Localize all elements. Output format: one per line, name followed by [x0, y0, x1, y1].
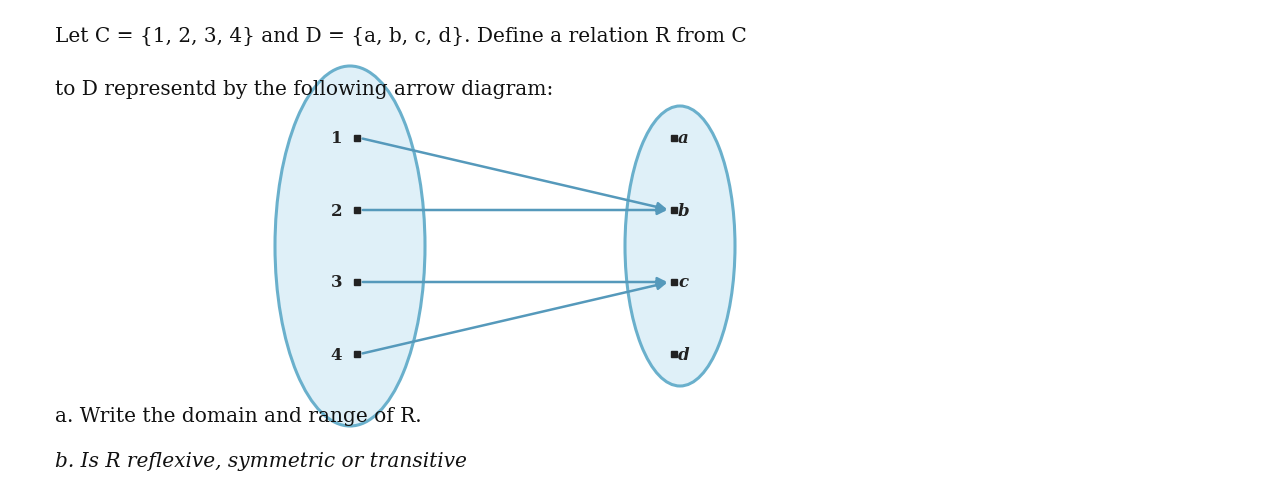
Text: 2: 2: [331, 202, 343, 219]
Text: to D representd by the following arrow diagram:: to D representd by the following arrow d…: [55, 80, 553, 99]
Text: a. Write the domain and range of R.: a. Write the domain and range of R.: [55, 406, 422, 425]
Text: b: b: [679, 202, 690, 219]
Text: 4: 4: [331, 346, 343, 363]
Text: c: c: [679, 274, 688, 291]
Ellipse shape: [625, 107, 735, 386]
Text: Let C = {1, 2, 3, 4} and D = {a, b, c, d}. Define a relation R from C: Let C = {1, 2, 3, 4} and D = {a, b, c, d…: [55, 27, 746, 46]
Ellipse shape: [275, 67, 426, 426]
Text: 3: 3: [331, 274, 343, 291]
Text: a: a: [679, 130, 689, 147]
Text: 1: 1: [331, 130, 343, 147]
Text: d: d: [679, 346, 690, 363]
Text: b. Is R reflexive, symmetric or transitive: b. Is R reflexive, symmetric or transiti…: [55, 451, 466, 470]
